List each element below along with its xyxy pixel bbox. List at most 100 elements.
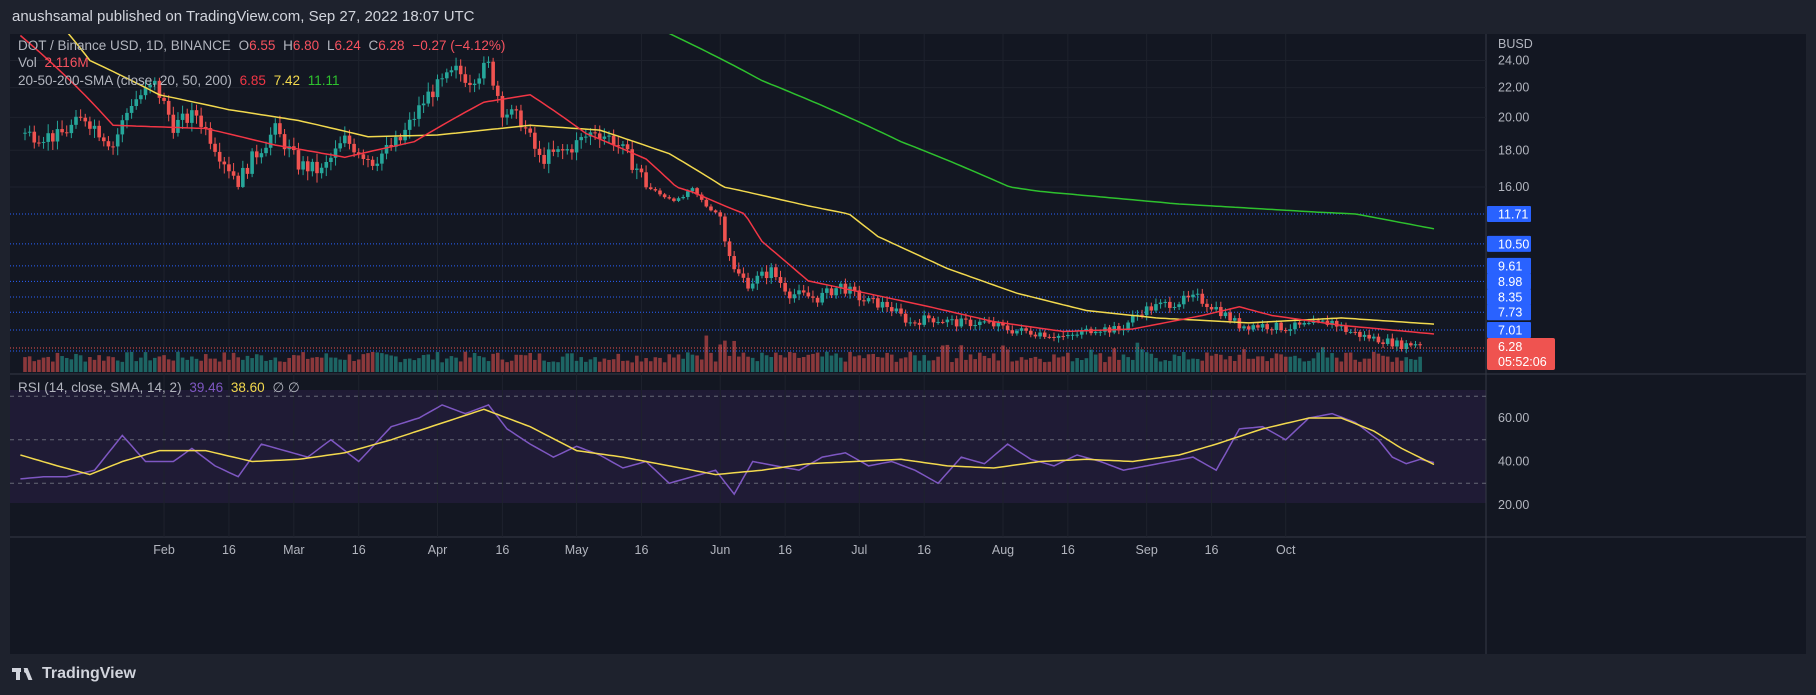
candle-body: [139, 95, 143, 100]
candle-body: [876, 298, 880, 308]
volume-bar: [444, 358, 449, 372]
last-price-box: [1487, 338, 1555, 371]
x-tick-label-16: 16: [352, 543, 366, 557]
chart-canvas[interactable]: Feb 16 Mar 16 Apr 16 May 16 Jun 16 Jul 16 Aug 16 Sep 16…: [10, 34, 1806, 654]
volume-bar: [676, 354, 681, 372]
volume-bar: [69, 359, 74, 372]
volume-bar: [843, 361, 848, 372]
candle-body: [1163, 301, 1168, 303]
volume-bar: [46, 356, 50, 372]
sma200-value: 11.11: [307, 73, 340, 88]
volume-bar: [1232, 360, 1237, 372]
volume-bar: [32, 361, 37, 372]
volume-bar: [718, 344, 723, 372]
tradingview-brand[interactable]: TradingView: [12, 665, 136, 683]
symbol-title[interactable]: DOT / Binance USD, 1D, BINANCE: [18, 38, 231, 53]
candle-body: [690, 188, 695, 192]
candle-body: [750, 283, 755, 289]
volume-bar: [1270, 358, 1274, 372]
candle-body: [190, 110, 194, 123]
volume-bar: [421, 354, 426, 372]
volume-bar: [959, 345, 964, 372]
volume-label: Vol: [18, 55, 37, 70]
volume-bar: [435, 352, 440, 372]
candle-body: [1126, 322, 1130, 330]
candle-body: [1149, 306, 1154, 311]
volume-bar: [954, 358, 959, 372]
candle-body: [1344, 325, 1348, 332]
volume-bar: [913, 355, 917, 372]
volume-bar: [811, 353, 815, 372]
candle-body: [1056, 335, 1061, 338]
candle-body: [208, 128, 213, 144]
chart-panel[interactable]: Feb 16 Mar 16 Apr 16 May 16 Jun 16 Jul 16 Aug 16 Sep 16…: [10, 34, 1806, 654]
volume-bar: [1028, 358, 1033, 372]
candle-body: [1288, 329, 1293, 331]
candle-body: [991, 321, 996, 327]
sma20-line: [19, 34, 1435, 335]
volume-bar: [588, 359, 593, 372]
volume-bar: [278, 361, 282, 372]
candle-body: [1181, 295, 1186, 305]
candle-body: [458, 65, 463, 75]
level-label-10.50: 10.50: [1487, 235, 1531, 252]
volume-bar: [389, 355, 393, 372]
rsi-value: 39.46: [189, 380, 224, 395]
volume-bar: [55, 352, 60, 372]
volume-bar: [463, 351, 468, 372]
candle-body: [1409, 343, 1413, 346]
volume-bar: [41, 357, 46, 372]
volume-bar: [60, 356, 64, 372]
volume-bar: [996, 360, 1001, 372]
volume-bar: [356, 359, 361, 372]
close-value: 6.28: [378, 38, 405, 53]
low-label: L: [326, 38, 335, 53]
candle-body: [987, 321, 991, 323]
volume-bar: [1265, 361, 1269, 372]
volume-bar: [394, 356, 398, 372]
volume-bar: [1195, 358, 1200, 372]
candle-body: [801, 290, 806, 293]
volume-bar: [533, 359, 537, 372]
sma-legend[interactable]: 20-50-200-SMA (close, 20, 50, 200) 6.85 …: [18, 73, 344, 88]
candle-body: [1010, 330, 1015, 334]
candle-body: [1066, 334, 1070, 337]
volume-bar: [1149, 353, 1154, 372]
high-label: H: [283, 38, 293, 53]
candle-body: [667, 197, 672, 199]
candle-body: [32, 131, 37, 143]
volume-bar: [889, 354, 894, 372]
candle-body: [329, 157, 333, 163]
volume-bar: [690, 354, 695, 372]
candle-body: [894, 308, 899, 312]
volume-bar: [695, 355, 699, 372]
volume-bar: [686, 352, 690, 372]
rsi-sma-line: [20, 408, 1435, 476]
candle-body: [482, 62, 486, 79]
candle-body: [579, 137, 583, 141]
candle-body: [866, 298, 871, 302]
volume-legend[interactable]: Vol 2.116M: [18, 55, 93, 70]
volume-bar: [120, 361, 125, 372]
candle-body: [449, 70, 454, 73]
volume-bar: [987, 358, 991, 372]
candle-body: [811, 296, 815, 298]
candle-body: [143, 87, 148, 96]
volume-bar: [764, 355, 769, 372]
sma200-line: [668, 34, 1435, 230]
rsi-legend[interactable]: RSI (14, close, SMA, 14, 2) 39.46 38.60 …: [18, 380, 304, 396]
candle-body: [1334, 320, 1339, 327]
volume-bar: [199, 360, 203, 372]
volume-bar: [899, 358, 903, 372]
candle-body: [713, 210, 718, 213]
volume-bar: [621, 360, 625, 372]
candle-body: [880, 301, 885, 308]
volume-bar: [797, 357, 801, 372]
candle-body: [1371, 336, 1376, 339]
candle-body: [1390, 338, 1395, 347]
candle-body: [1279, 322, 1283, 331]
volume-bar: [1353, 359, 1358, 372]
volume-bar: [528, 353, 533, 372]
volume-bar: [1117, 359, 1121, 372]
volume-bar: [268, 359, 273, 372]
